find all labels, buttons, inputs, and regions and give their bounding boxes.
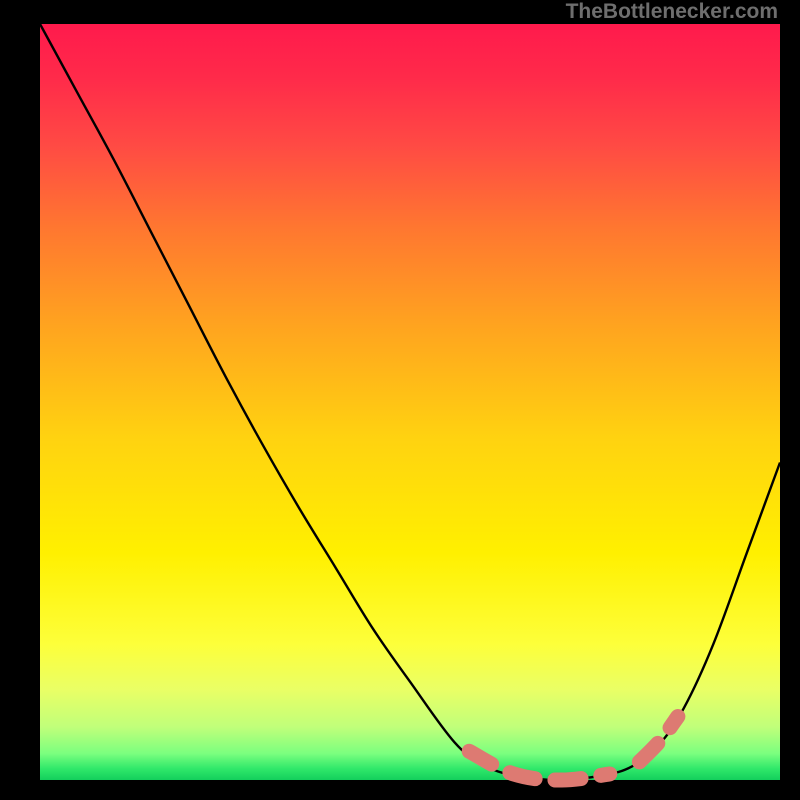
chart-container: TheBottlenecker.com xyxy=(0,0,800,800)
curve-layer xyxy=(40,24,780,780)
highlight-segment-0 xyxy=(469,751,610,780)
bottleneck-curve xyxy=(40,24,780,780)
watermark-text: TheBottlenecker.com xyxy=(566,0,778,24)
plot-area xyxy=(40,24,780,780)
highlight-segment-1 xyxy=(639,717,677,762)
highlight-group xyxy=(469,717,678,781)
